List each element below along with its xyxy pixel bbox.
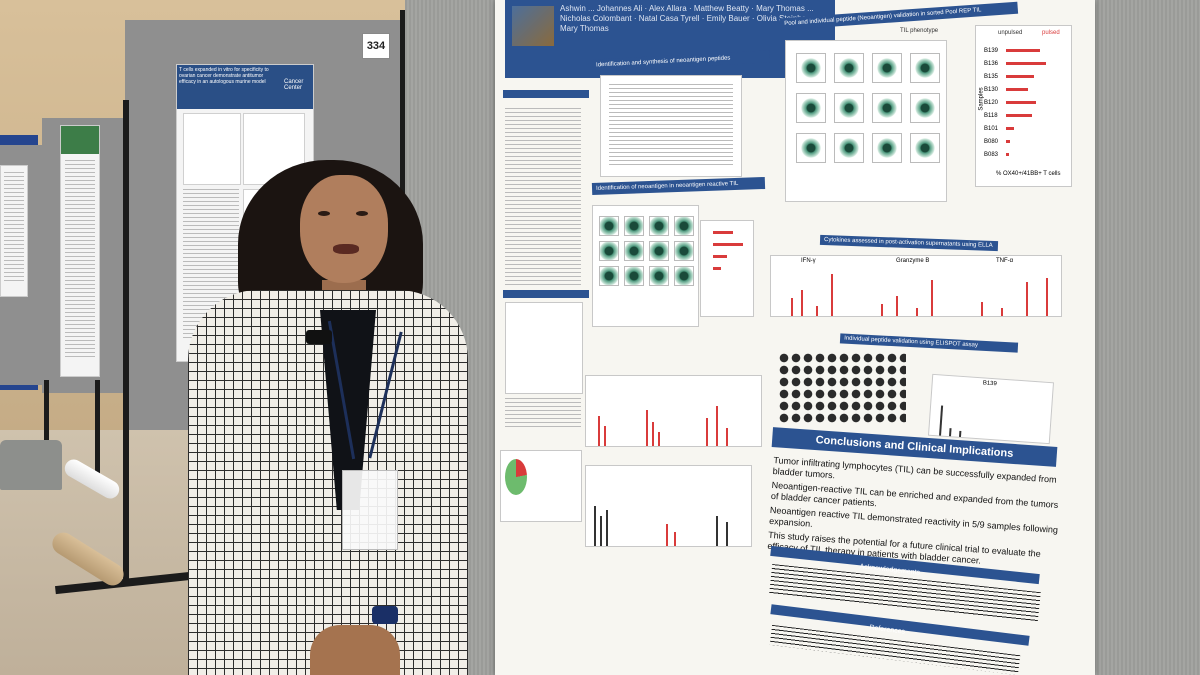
legend-unpulsed: unpulsed [998,30,1023,36]
sample-label: B080 [984,138,999,145]
sample-bar [1006,101,1036,104]
left-poster-logo: Cancer Center [284,79,304,91]
presenter-hands [310,625,400,675]
section-bar [503,90,589,98]
sample-label: B139 [984,47,999,54]
sample-label: B101 [984,125,999,132]
flow-plot [910,53,940,83]
elispot-plate [778,352,906,424]
flow-plot [872,53,902,83]
flow-plot [624,216,644,236]
til-phenotype-title: TIL phenotype [900,28,939,34]
sample-bar [1006,153,1009,156]
flow-plot [796,53,826,83]
flow-plot [599,216,619,236]
flow-plot [649,241,669,261]
left-poster-title: T cells expanded in vitro for specificit… [179,67,269,85]
pie-figure [500,450,582,522]
flow-plot [834,53,864,83]
board-frame [123,100,129,585]
sample-bar [1006,88,1028,91]
left-poster-figure [183,113,241,185]
section-bar [503,290,589,298]
flow-plot [599,241,619,261]
intro-text [505,108,581,288]
board-leg [44,380,49,440]
presenter-face [300,175,388,283]
bar-axis-label: % OX40+/41BB+ T cells [996,171,1061,177]
legend-pulsed: pulsed [1042,30,1060,36]
flow-panel-small [592,205,699,327]
second-poster [60,125,100,377]
sample-row: B139 [984,44,1069,57]
sample-label: B136 [984,60,999,67]
sample-bar [1006,114,1032,117]
sample-bar-chart: unpulsed pulsed Samples B139 B136 B135 B130… [975,25,1072,187]
flow-plot [674,216,694,236]
tote-bag [0,440,62,490]
elispot-chart: B139 [927,373,1055,445]
bottom-bar-charts [585,465,752,547]
institution-logo [512,6,554,46]
left-poster-header: T cells expanded in vitro for specificit… [177,65,313,109]
flow-plot [872,93,902,123]
flow-plot [834,133,864,163]
sample-label: B130 [984,86,999,93]
sample-label: B083 [984,151,999,158]
flow-plot [649,216,669,236]
presenter-eye [356,211,368,216]
flow-plot [910,93,940,123]
cytokine-charts: IFN-γ Granzyme B TNF-α [770,255,1062,317]
presenter-mouth [333,244,359,254]
ella-bar-row [585,375,762,447]
sample-row: B120 [984,96,1069,109]
small-bar-chart [700,220,754,317]
flow-plot [796,133,826,163]
flow-plot [834,93,864,123]
pie-chart [505,459,527,495]
far-left-poster [0,165,28,297]
flow-plot [599,266,619,286]
board-leg [95,380,100,475]
flow-plot [624,241,644,261]
sample-row: B135 [984,70,1069,83]
board-number: 334 [362,33,390,59]
peptide-table [600,75,742,177]
sample-bar [1006,49,1040,52]
sample-bar [1006,127,1014,130]
sample-row: B136 [984,57,1069,70]
sample-row: B080 [984,135,1069,148]
flow-plot [624,266,644,286]
flow-plot [910,133,940,163]
lapel-microphone [306,330,332,344]
sample-row: B083 [984,148,1069,161]
sample-row: B101 [984,122,1069,135]
sample-row: B118 [984,109,1069,122]
sample-label: B135 [984,73,999,80]
sample-bar [1006,140,1010,143]
cytokine-granzyme: Granzyme B [896,258,930,264]
elispot-sample-label: B139 [982,380,997,388]
methods-text [505,398,581,428]
poster-authors: Ashwin ... Johannes Ali · Alex Allara · … [560,4,819,33]
sample-rows: B139 B136 B135 B130 B120 B118 B101 B080 B083 [984,44,1069,161]
sample-label: B118 [984,112,998,119]
sample-row: B130 [984,83,1069,96]
flow-plot [872,133,902,163]
left-poster-figure [243,113,305,185]
flow-plot [649,266,669,286]
flow-plot [796,93,826,123]
cytokine-ifn: IFN-γ [801,258,816,264]
sample-bar [1006,75,1034,78]
flow-panel-large [785,40,947,202]
flow-plot [674,266,694,286]
wristwatch [372,606,398,624]
cytokine-tnf: TNF-α [996,258,1014,264]
sample-label: B120 [984,99,999,106]
name-badge [342,470,398,550]
presenter-eye [318,211,330,216]
flow-plot [674,241,694,261]
methods-diagram [505,302,583,394]
sample-bar [1006,62,1046,65]
